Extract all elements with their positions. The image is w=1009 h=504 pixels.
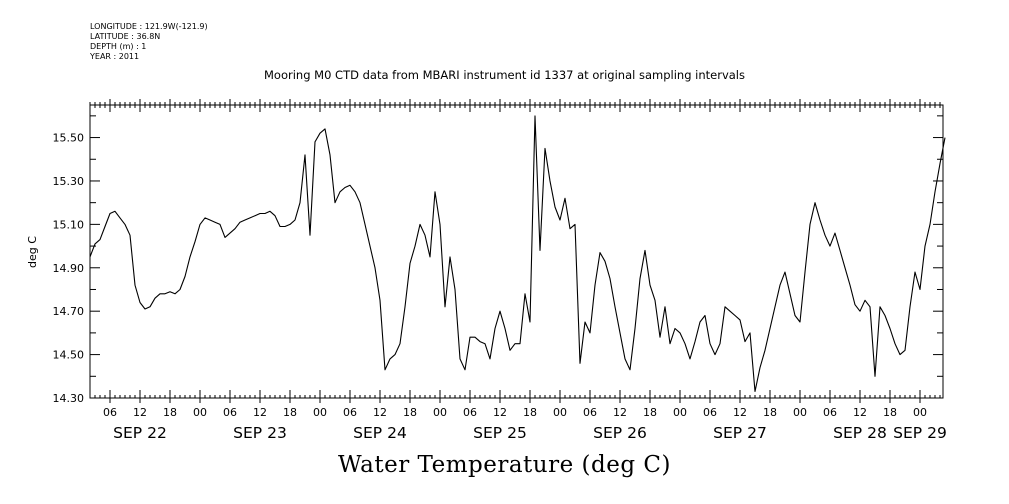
metadata-block: LONGITUDE : 121.9W(-121.9) LATITUDE : 36…: [90, 22, 208, 62]
x-tick-label: 18: [883, 406, 897, 419]
x-tick-label: 00: [673, 406, 687, 419]
x-tick-label: 00: [913, 406, 927, 419]
x-tick-label: 06: [583, 406, 597, 419]
x-tick-label: 00: [553, 406, 567, 419]
series-group: [89, 115, 946, 393]
x-tick-label: 00: [313, 406, 327, 419]
x-date-label: SEP 27: [713, 424, 767, 442]
x-tick-label: 18: [643, 406, 657, 419]
plot-frame: [89, 104, 944, 399]
y-tick-label: 15.50: [53, 132, 85, 145]
y-tick-label: 14.30: [53, 392, 85, 405]
x-tick-label: 12: [253, 406, 267, 419]
x-date-label: SEP 25: [473, 424, 527, 442]
x-date-label: SEP 29: [893, 424, 947, 442]
longitude-text: LONGITUDE : 121.9W(-121.9): [90, 22, 208, 31]
chart-title: Mooring M0 CTD data from MBARI instrumen…: [264, 68, 745, 82]
x-tick-label: 18: [523, 406, 537, 419]
x-tick-label: 00: [793, 406, 807, 419]
x-axis-title: Water Temperature (deg C): [338, 452, 671, 478]
x-tick-label: 12: [853, 406, 867, 419]
x-date-label: SEP 28: [833, 424, 887, 442]
x-date-label: SEP 23: [233, 424, 287, 442]
x-tick-label: 06: [103, 406, 117, 419]
x-date-label: SEP 22: [113, 424, 167, 442]
year-text: YEAR : 2011: [90, 52, 140, 61]
x-tick-label: 06: [823, 406, 837, 419]
x-tick-label: 06: [463, 406, 477, 419]
y-tick-label: 14.50: [53, 349, 85, 362]
y-tick-label: 15.10: [53, 218, 85, 231]
x-tick-label: 12: [133, 406, 147, 419]
x-tick-label: 06: [343, 406, 357, 419]
x-tick-label: 00: [433, 406, 447, 419]
x-date-label: SEP 24: [353, 424, 407, 442]
x-tick-label: 06: [223, 406, 237, 419]
x-tick-label: 00: [193, 406, 207, 419]
y-tick-label: 14.90: [53, 262, 85, 275]
x-tick-label: 12: [733, 406, 747, 419]
x-tick-label: 18: [763, 406, 777, 419]
y-axis: 14.30 14.50 14.70 14.90 15.10 15.30 15.50: [53, 115, 943, 405]
x-tick-label: 18: [283, 406, 297, 419]
x-axis: 06 12 18 00 06 12 18 00 06 12 18 00 06 12 18 00 06 12 18 00…: [89, 99, 947, 442]
y-axis-label: deg C: [26, 236, 39, 268]
x-tick-label: 12: [373, 406, 387, 419]
series-line: [89, 115, 946, 393]
latitude-text: LATITUDE : 36.8N: [90, 32, 161, 41]
x-tick-label: 12: [493, 406, 507, 419]
x-tick-label: 18: [163, 406, 177, 419]
y-tick-label: 15.30: [53, 175, 85, 188]
y-tick-label: 14.70: [53, 305, 85, 318]
depth-text: DEPTH (m) : 1: [90, 42, 147, 51]
x-tick-label: 06: [703, 406, 717, 419]
x-tick-label: 18: [403, 406, 417, 419]
x-tick-label: 12: [613, 406, 627, 419]
x-date-label: SEP 26: [593, 424, 647, 442]
